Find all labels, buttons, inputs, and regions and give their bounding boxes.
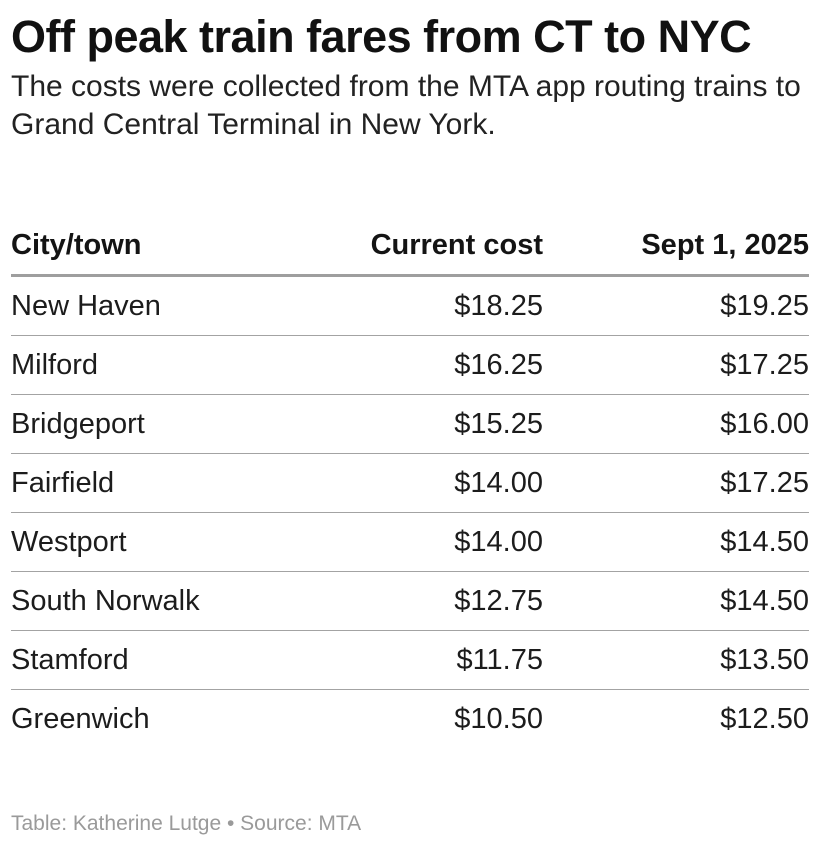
table-row: Bridgeport $15.25 $16.00 [11, 394, 809, 454]
cell-sept-2025: $16.00 [543, 394, 809, 454]
table-body: New Haven $18.25 $19.25 Milford $16.25 $17.25… [11, 275, 809, 749]
cell-sept-2025: $19.25 [543, 275, 809, 336]
table-row: Westport $14.00 $14.50 [11, 512, 809, 572]
cell-current-cost: $11.75 [301, 630, 543, 690]
table-row: Fairfield $14.00 $17.25 [11, 453, 809, 513]
chart-footer: Table: Katherine Lutge • Source: MTA [11, 812, 362, 835]
cell-city: New Haven [11, 275, 301, 336]
cell-current-cost: $12.75 [301, 571, 543, 631]
column-header-sept-2025: Sept 1, 2025 [543, 216, 809, 277]
table-row: South Norwalk $12.75 $14.50 [11, 571, 809, 631]
table-row: Stamford $11.75 $13.50 [11, 630, 809, 690]
cell-city: Fairfield [11, 453, 301, 513]
table-header: City/town Current cost Sept 1, 2025 [11, 216, 809, 277]
cell-city: Bridgeport [11, 394, 301, 454]
cell-city: Westport [11, 512, 301, 572]
cell-current-cost: $15.25 [301, 394, 543, 454]
cell-current-cost: $10.50 [454, 702, 543, 735]
cell-current-cost: $18.25 [301, 275, 543, 336]
cell-city: Greenwich [11, 702, 150, 735]
header-row: City/town Current cost Sept 1, 2025 [11, 216, 809, 277]
chart-container: Off peak train fares from CT to NYC The … [11, 0, 809, 835]
chart-title: Off peak train fares from CT to NYC [11, 11, 752, 62]
cell-city: South Norwalk [11, 571, 301, 631]
cell-sept-2025: $17.25 [543, 453, 809, 513]
cell-sept-2025: $14.50 [543, 571, 809, 631]
table-row: Greenwich $10.50 $12.50 [11, 690, 809, 749]
column-header-city: City/town [11, 216, 301, 277]
table-row: Milford $16.25 $17.25 [11, 335, 809, 395]
cell-current-cost: $16.25 [301, 335, 543, 395]
cell-current-cost: $14.00 [301, 453, 543, 513]
cell-sept-2025: $14.50 [543, 512, 809, 572]
cell-sept-2025: $12.50 [720, 702, 809, 735]
fares-table: City/town Current cost Sept 1, 2025 New … [11, 216, 809, 748]
column-header-current-cost: Current cost [301, 216, 543, 277]
table-row: New Haven $18.25 $19.25 [11, 275, 809, 336]
cell-city: Stamford [11, 630, 301, 690]
cell-current-cost: $14.00 [301, 512, 543, 572]
cell-sept-2025: $13.50 [543, 630, 809, 690]
cell-sept-2025: $17.25 [543, 335, 809, 395]
chart-subtitle: The costs were collected from the MTA ap… [11, 70, 801, 141]
cell-city: Milford [11, 335, 301, 395]
